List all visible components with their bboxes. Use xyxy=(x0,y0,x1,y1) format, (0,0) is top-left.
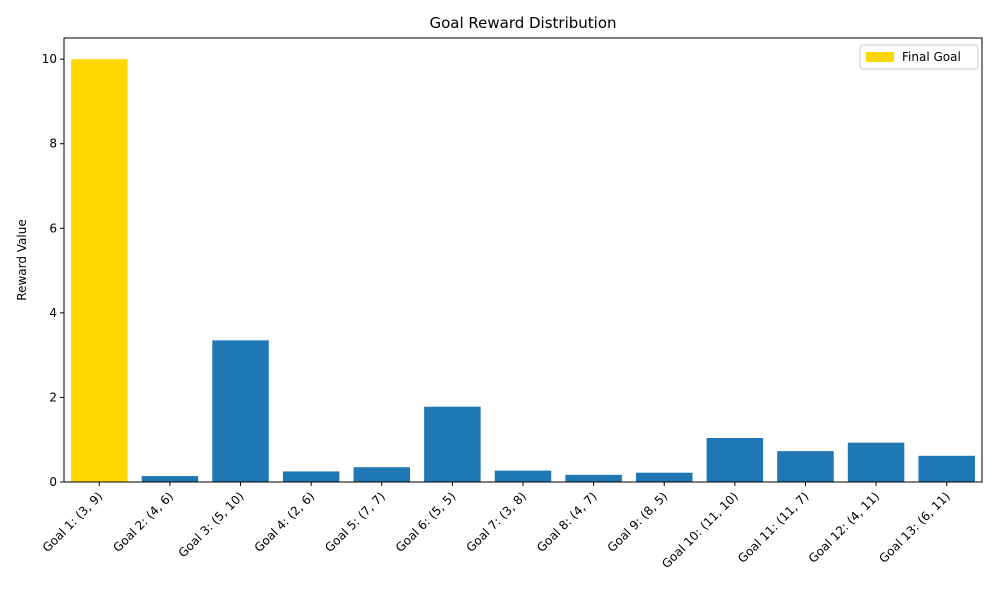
y-tick-label: 0 xyxy=(49,475,57,489)
bar-goal-10 xyxy=(706,438,764,482)
x-tick-label: Goal 10: (11, 10) xyxy=(659,489,741,571)
bar-goal-6 xyxy=(424,406,481,482)
x-tick-label: Goal 5: (7, 7) xyxy=(322,489,388,555)
plot-frame xyxy=(63,37,983,483)
bars-group xyxy=(71,59,975,483)
y-axis-label: Reward Value xyxy=(15,219,29,300)
y-tick-label: 6 xyxy=(49,221,57,235)
y-tick-label: 2 xyxy=(49,390,57,404)
legend: Final Goal xyxy=(859,44,979,70)
x-tick-label: Goal 12: (4, 11) xyxy=(806,489,882,565)
y-tick-label: 8 xyxy=(49,137,57,151)
bar-goal-7 xyxy=(494,470,552,482)
bar-goal-12 xyxy=(847,442,905,482)
x-tick-label: Goal 11: (11, 7) xyxy=(735,489,811,565)
chart-title: Goal Reward Distribution xyxy=(429,14,616,32)
legend-label: Final Goal xyxy=(902,50,961,64)
x-tick-label: Goal 7: (3, 8) xyxy=(463,489,529,555)
x-tick-label: Goal 2: (4, 6) xyxy=(110,489,176,555)
bar-goal-1 xyxy=(71,59,128,483)
bar-goal-4 xyxy=(282,471,340,482)
x-tick-label: Goal 9: (8, 5) xyxy=(605,489,671,555)
bar-goal-9 xyxy=(635,472,693,482)
x-tick-label: Goal 8: (4, 7) xyxy=(534,489,600,555)
legend-box xyxy=(859,44,979,70)
y-tick-label: 4 xyxy=(49,306,57,320)
bar-goal-13 xyxy=(918,455,975,482)
x-tick-label: Goal 3: (5, 10) xyxy=(176,489,247,560)
bar-goal-3 xyxy=(212,340,269,482)
x-tick-label: Goal 13: (6, 11) xyxy=(876,489,952,565)
bar-goal-11 xyxy=(777,451,834,482)
x-tick-label: Goal 4: (2, 6) xyxy=(252,489,318,555)
x-tick-label: Goal 6: (5, 5) xyxy=(393,489,459,555)
y-axis: 0 2 4 6 8 10 xyxy=(42,52,64,489)
bar-goal-5 xyxy=(353,467,411,482)
x-tick-label: Goal 1: (3, 9) xyxy=(40,489,106,555)
legend-swatch xyxy=(866,52,894,62)
x-axis: Goal 1: (3, 9) Goal 2: (4, 6) Goal 3: (5, … xyxy=(40,482,953,571)
y-tick-label: 10 xyxy=(42,52,57,66)
bar-goal-2 xyxy=(141,476,199,482)
bar-goal-8 xyxy=(565,474,622,482)
